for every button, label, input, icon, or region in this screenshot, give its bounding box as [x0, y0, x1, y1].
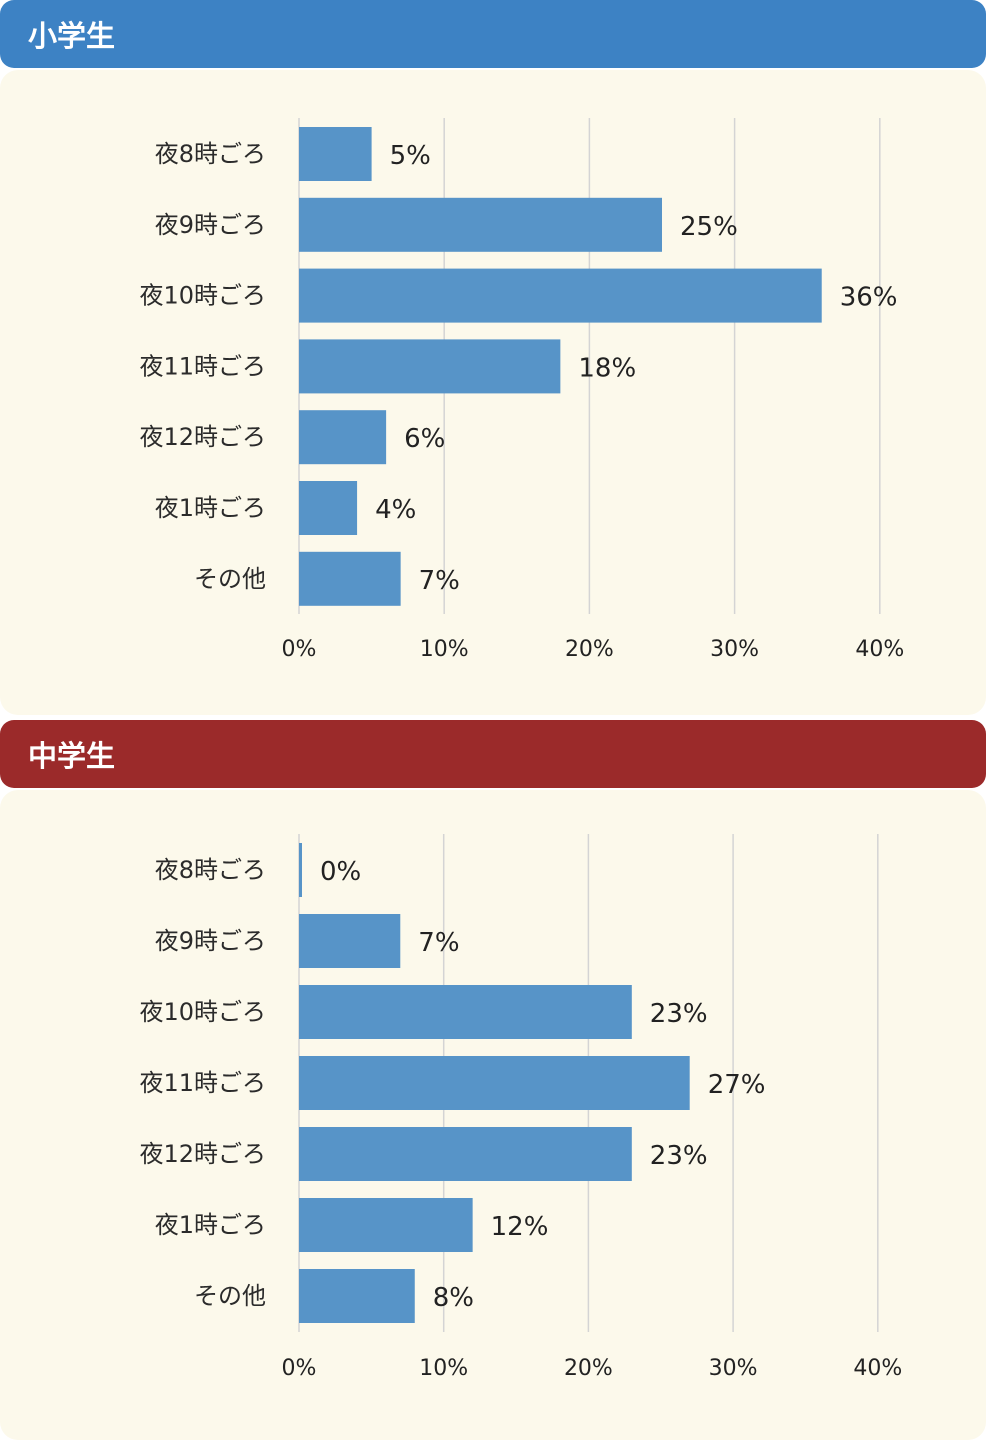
junior-high-category-label: 夜10時ごろ	[139, 998, 266, 1026]
junior-high-category-label: 夜12時ごろ	[139, 1140, 266, 1168]
junior-high-category-label: 夜11時ごろ	[139, 1069, 266, 1097]
junior-high-x-tick-label: 30%	[709, 1356, 758, 1381]
junior-high-title: 中学生	[28, 739, 116, 773]
junior-high-value-label: 27%	[708, 1070, 766, 1100]
elementary-bar	[299, 481, 358, 535]
elementary-value-label: 6%	[404, 424, 445, 454]
junior-high-value-label: 23%	[650, 999, 708, 1029]
junior-high-bar	[299, 1269, 415, 1323]
junior-high-category-label: その他	[194, 1282, 266, 1310]
elementary-category-label: 夜10時ごろ	[139, 282, 266, 310]
elementary-value-label: 4%	[375, 495, 416, 525]
junior-high-chart-panel: 0% 10% 20% 30% 40% 夜8時ごろ 0% 夜9時ごろ 7% 夜10時ごろ 23% 夜11…	[0, 790, 986, 1440]
elementary-bar	[299, 268, 822, 323]
junior-high-bar	[299, 843, 302, 897]
junior-high-bar	[299, 1056, 690, 1110]
elementary-chart-panel: 0% 10% 20% 30% 40% 夜8時ごろ 5% 夜9時ごろ 25% 夜10時ごろ 36% 夜1…	[0, 70, 986, 715]
elementary-category-label: 夜1時ごろ	[155, 494, 266, 522]
junior-high-category-label: 夜1時ごろ	[155, 1211, 266, 1239]
elementary-value-label: 25%	[680, 212, 738, 242]
elementary-bar	[299, 197, 662, 252]
elementary-bar	[299, 127, 372, 181]
junior-high-value-label: 12%	[491, 1212, 549, 1242]
elementary-category-label: 夜8時ごろ	[155, 140, 266, 168]
elementary-bar-chart: 0% 10% 20% 30% 40% 夜8時ごろ 5% 夜9時ごろ 25% 夜10時ごろ 36% 夜1…	[139, 118, 904, 662]
junior-high-value-label: 8%	[433, 1283, 474, 1313]
elementary-category-label: その他	[194, 565, 266, 593]
junior-high-bar	[299, 1198, 473, 1252]
elementary-value-label: 18%	[578, 353, 636, 383]
junior-high-category-label: 夜9時ごろ	[155, 927, 266, 955]
elementary-category-label: 夜11時ごろ	[139, 352, 266, 380]
elementary-x-tick-label: 20%	[565, 637, 614, 662]
junior-high-bar	[299, 985, 632, 1039]
elementary-category-label: 夜12時ごろ	[139, 423, 266, 451]
junior-high-value-label: 23%	[650, 1141, 708, 1171]
elementary-title: 小学生	[28, 19, 116, 53]
junior-high-x-tick-label: 10%	[419, 1356, 468, 1381]
junior-high-x-tick-label: 0%	[282, 1356, 317, 1381]
junior-high-bar	[299, 914, 401, 968]
junior-high-value-label: 0%	[320, 857, 361, 887]
elementary-x-tick-label: 30%	[710, 637, 759, 662]
junior-high-bar	[299, 1127, 632, 1181]
elementary-value-label: 36%	[840, 283, 898, 313]
elementary-x-tick-label: 40%	[855, 637, 904, 662]
junior-high-bar-chart: 0% 10% 20% 30% 40% 夜8時ごろ 0% 夜9時ごろ 7% 夜10時ごろ 23% 夜11…	[139, 834, 902, 1381]
elementary-bar	[299, 339, 561, 394]
elementary-bar	[299, 551, 401, 606]
elementary-value-label: 5%	[390, 141, 431, 171]
elementary-category-label: 夜9時ごろ	[155, 211, 266, 239]
junior-high-category-label: 夜8時ごろ	[155, 856, 266, 884]
elementary-header: 小学生	[0, 0, 986, 68]
junior-high-header: 中学生	[0, 720, 986, 788]
junior-high-x-tick-label: 20%	[564, 1356, 613, 1381]
junior-high-value-label: 7%	[418, 928, 459, 958]
elementary-x-tick-label: 10%	[420, 637, 469, 662]
elementary-value-label: 7%	[419, 566, 460, 596]
junior-high-x-tick-label: 40%	[853, 1356, 902, 1381]
elementary-bar	[299, 410, 387, 465]
elementary-x-tick-label: 0%	[282, 637, 317, 662]
